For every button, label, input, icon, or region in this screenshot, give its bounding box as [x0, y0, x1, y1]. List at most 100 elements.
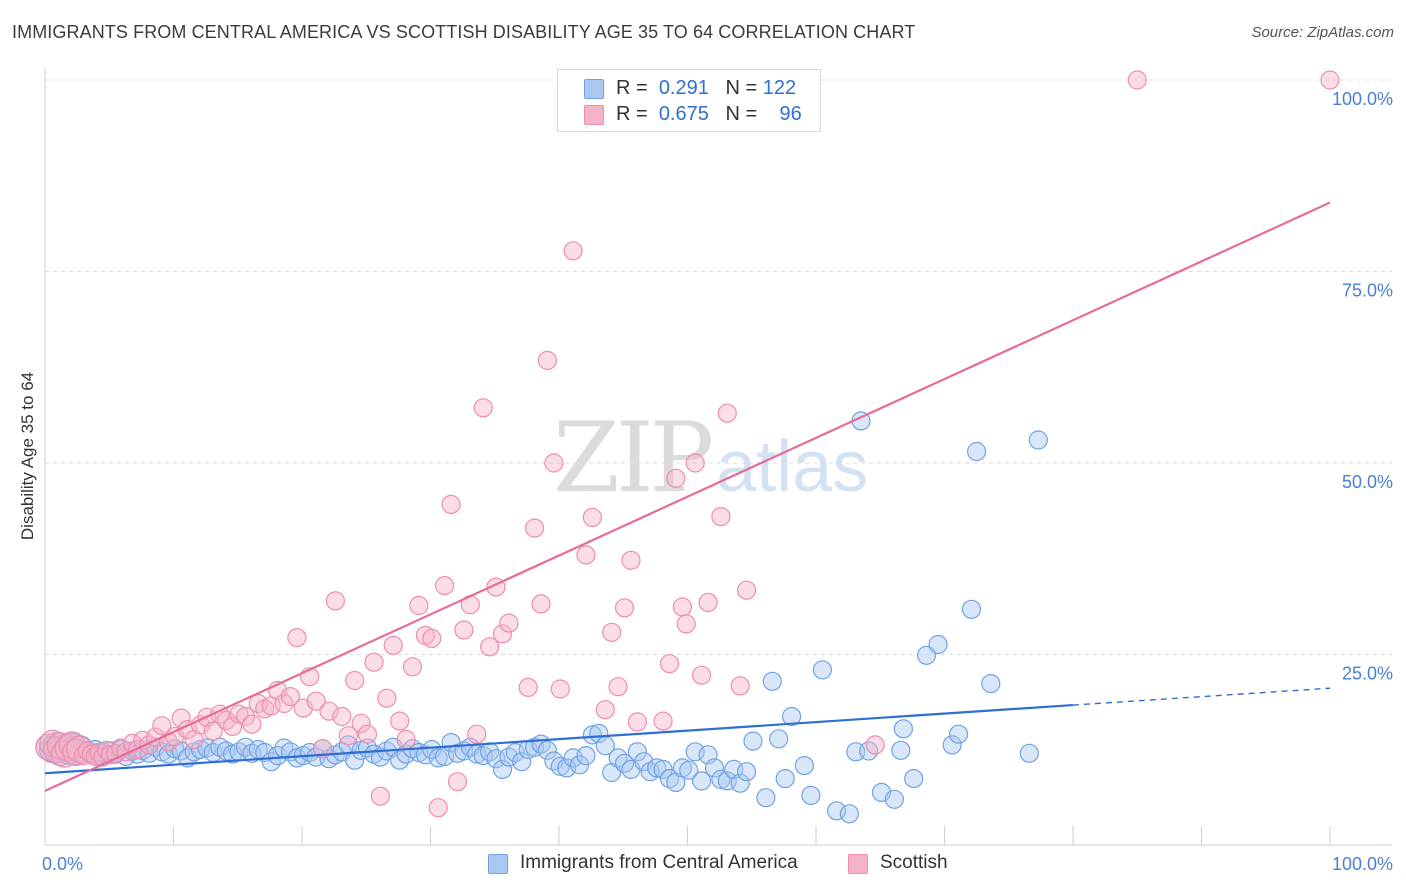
data-point-scottish: [364, 652, 384, 672]
data-point-scottish: [357, 724, 378, 744]
data-point-scottish: [203, 721, 223, 741]
trend-line-central-america: [44, 703, 1074, 775]
bottom-legend-swatch-central-america: [488, 854, 508, 874]
legend-n-value: 96: [779, 103, 802, 125]
data-point-central-america: [893, 719, 914, 739]
data-point-scottish: [736, 580, 757, 600]
axes: [44, 68, 1392, 846]
data-point-central-america: [268, 745, 288, 766]
data-point-scottish: [537, 350, 558, 370]
data-point-scottish: [730, 676, 750, 696]
data-point-scottish: [518, 677, 538, 698]
data-point-scottish: [332, 706, 352, 727]
data-point-central-america: [981, 673, 1001, 694]
legend-n-label: N =: [725, 77, 758, 99]
data-point-central-america: [884, 789, 905, 809]
data-point-scottish: [306, 691, 326, 711]
data-point-scottish: [242, 714, 262, 734]
data-point-central-america: [576, 745, 596, 766]
data-point-scottish: [447, 772, 468, 792]
data-point-central-america: [801, 785, 821, 806]
data-point-central-america: [704, 758, 725, 778]
data-point-scottish: [435, 575, 455, 596]
data-point-scottish: [711, 506, 731, 527]
data-point-central-america: [736, 762, 757, 782]
data-point-scottish: [717, 403, 737, 423]
data-point-central-america: [966, 441, 987, 462]
data-point-scottish: [1127, 70, 1147, 90]
data-point-scottish: [627, 712, 648, 732]
data-point-scottish: [614, 598, 635, 618]
data-point-central-america: [428, 748, 448, 768]
x-tick-label: 100.0%: [1332, 854, 1393, 874]
data-point-scottish: [595, 700, 615, 720]
data-point-central-america: [942, 735, 962, 755]
data-point-scottish: [338, 726, 358, 746]
zipatlas-watermark: ZIPatlas: [553, 402, 868, 514]
trend-line-scottish: [44, 201, 1331, 792]
data-point-scottish: [409, 595, 429, 616]
data-point-scottish: [390, 711, 410, 731]
data-point-scottish: [672, 597, 693, 617]
data-point-scottish: [422, 628, 442, 649]
tick-labels: 100.0% 75.0% 50.0% 25.0% 0.0% 100.0%: [42, 89, 1393, 874]
data-point-scottish: [676, 614, 696, 634]
source-label: Source: ZipAtlas.com: [1251, 24, 1394, 41]
watermark-atlas: atlas: [716, 427, 869, 507]
data-point-scottish: [428, 798, 448, 818]
legend-swatch-central-america: [584, 79, 604, 99]
data-point-central-america: [691, 771, 712, 791]
y-tick-label: 100.0%: [1332, 89, 1393, 109]
series-central-america-points: [35, 411, 1048, 824]
data-point-scottish: [563, 241, 583, 261]
legend-swatch-scottish: [584, 105, 604, 125]
data-point-scottish: [666, 468, 686, 488]
bottom-legend-label: Scottish: [880, 852, 948, 873]
data-point-central-america: [679, 760, 699, 780]
data-point-scottish: [473, 398, 493, 418]
y-axis-label: Disability Age 35 to 64: [18, 371, 37, 541]
data-point-scottish: [698, 592, 718, 613]
data-point-central-america: [904, 768, 924, 789]
data-point-scottish: [171, 708, 191, 728]
legend-r-label: R =: [616, 77, 648, 99]
bottom-legend-swatch-scottish: [848, 854, 868, 874]
data-point-scottish: [223, 716, 243, 737]
data-point-scottish: [313, 739, 333, 759]
data-point-scottish: [1320, 70, 1340, 90]
data-point-scottish: [319, 701, 339, 721]
data-point-central-america: [775, 768, 795, 789]
data-point-central-america: [1028, 430, 1048, 450]
bottom-legend-label: Immigrants from Central America: [520, 852, 798, 873]
data-point-scottish: [608, 677, 628, 697]
legend-r-label: R =: [616, 103, 648, 125]
data-point-central-america: [769, 729, 789, 749]
data-point-scottish: [152, 716, 172, 736]
data-point-central-america: [608, 748, 628, 768]
data-point-central-america: [839, 804, 860, 824]
series-scottish-points: [35, 70, 1340, 818]
data-point-scottish: [287, 627, 307, 648]
x-tick-label: 0.0%: [42, 854, 83, 874]
legend-r-value: 0.291: [658, 77, 709, 99]
data-point-central-america: [512, 752, 532, 772]
data-point-scottish: [454, 620, 474, 640]
data-point-central-america: [582, 725, 603, 745]
data-point-central-america: [345, 750, 365, 770]
data-point-central-america: [492, 759, 513, 780]
trend-line-central-america-extension: [1072, 687, 1331, 706]
data-point-central-america: [812, 660, 833, 680]
y-tick-label: 50.0%: [1342, 472, 1393, 492]
data-point-central-america: [961, 599, 982, 619]
data-point-central-america: [794, 755, 815, 776]
data-point-scottish: [492, 624, 513, 644]
data-point-central-america: [891, 740, 911, 760]
data-point-scottish: [377, 688, 397, 708]
data-point-scottish: [576, 545, 596, 565]
data-point-central-america: [928, 634, 948, 655]
data-point-scottish: [235, 706, 256, 727]
data-point-scottish: [685, 453, 705, 473]
data-point-scottish: [602, 622, 622, 642]
data-point-scottish: [691, 665, 712, 685]
data-point-scottish: [659, 654, 680, 674]
